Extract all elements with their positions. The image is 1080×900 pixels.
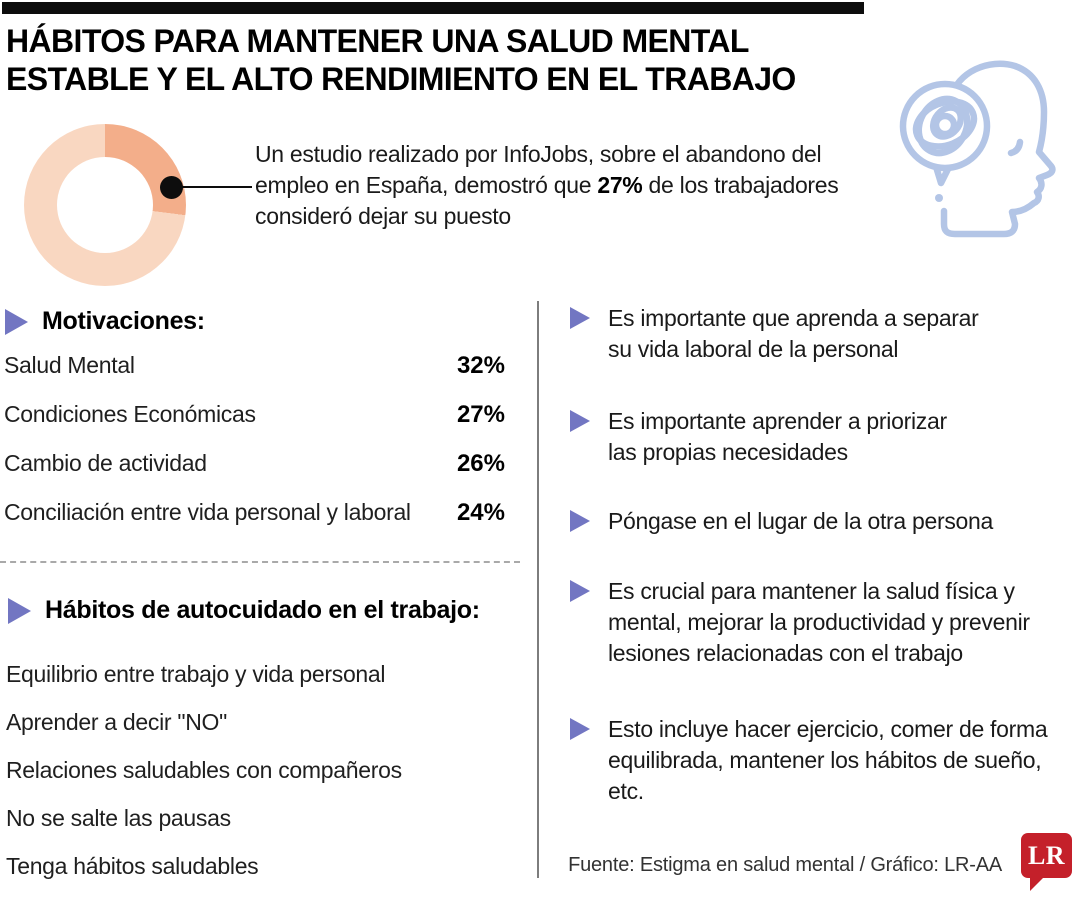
vertical-divider [537, 301, 539, 878]
habito-item: Equilibrio entre trabajo y vida personal [6, 661, 386, 687]
motivation-row: Condiciones Económicas 27% [4, 401, 505, 450]
habito-item: Tenga hábitos saludables [6, 853, 259, 879]
donut-callout-dot [160, 176, 183, 199]
dashed-divider [0, 561, 520, 563]
tangle-loop-2 [915, 95, 971, 157]
triangle-bullet-icon [570, 580, 590, 602]
motivaciones-heading: Motivaciones: [5, 307, 205, 336]
motivaciones-heading-label: Motivaciones: [42, 307, 205, 335]
motivation-value: 26% [456, 450, 505, 477]
triangle-bullet-icon [5, 308, 28, 335]
motivation-row: Conciliación entre vida personal y labor… [4, 499, 505, 548]
donut-callout-line [181, 186, 252, 188]
triangle-bullet-icon [570, 510, 590, 532]
tip-item: Es importante aprender a priorizar las p… [570, 406, 1070, 468]
tip-item: Póngase en el lugar de la otra persona [570, 506, 1070, 537]
page-title-line1: HÁBITOS PARA MANTENER UNA SALUD MENTAL [6, 23, 749, 59]
page-title: HÁBITOS PARA MANTENER UNA SALUD MENTAL E… [6, 22, 886, 98]
neck-dot [935, 194, 943, 202]
tip-item: Es importante que aprenda a separar su v… [570, 303, 1070, 365]
motivaciones-list: Salud Mental 32% Condiciones Económicas … [4, 352, 505, 548]
intro-text-before: Un estudio realizado por InfoJobs, sobre… [255, 141, 822, 198]
intro-highlight-percentage: 27% [597, 172, 643, 198]
page-title-line2: ESTABLE Y EL ALTO RENDIMIENTO EN EL TRAB… [6, 61, 796, 97]
intro-paragraph: Un estudio realizado por InfoJobs, sobre… [255, 139, 875, 232]
motivation-label: Conciliación entre vida personal y labor… [4, 499, 411, 525]
triangle-bullet-icon [8, 597, 31, 624]
triangle-bullet-icon [570, 410, 590, 432]
habito-item: Aprender a decir "NO" [6, 709, 227, 735]
motivation-row: Salud Mental 32% [4, 352, 505, 401]
tip-item: Es crucial para mantener la salud física… [570, 576, 1070, 669]
head-profile-outline [940, 60, 1056, 238]
head-with-tangled-thoughts-icon [899, 60, 1056, 238]
donut-chart [24, 124, 186, 286]
motivation-value: 27% [456, 401, 505, 428]
tip-text: Póngase en el lugar de la otra persona [608, 508, 993, 534]
eye-mark [1007, 138, 1024, 157]
habitos-heading-label: Hábitos de autocuidado en el trabajo: [45, 596, 480, 624]
habitos-heading: Hábitos de autocuidado en el trabajo: [8, 596, 480, 625]
tip-text: Es crucial para mantener la salud física… [608, 578, 1030, 666]
intro-text-after: de los trabajadores consideró dejar su p… [255, 172, 839, 229]
habito-item: No se salte las pausas [6, 805, 231, 831]
tip-text: Es importante aprender a priorizar las p… [608, 408, 947, 465]
tangle-loop-4 [932, 112, 958, 138]
motivation-row: Cambio de actividad 26% [4, 450, 505, 499]
triangle-bullet-icon [570, 307, 590, 329]
tip-item: Esto incluye hacer ejercicio, comer de f… [570, 714, 1070, 807]
motivation-label: Condiciones Económicas [4, 401, 256, 427]
top-black-bar [2, 2, 864, 14]
tip-text: Esto incluye hacer ejercicio, comer de f… [608, 716, 1048, 804]
habito-item: Relaciones saludables con compañeros [6, 757, 402, 783]
triangle-bullet-icon [570, 718, 590, 740]
motivation-value: 32% [456, 352, 505, 379]
motivation-label: Salud Mental [4, 352, 135, 378]
tip-text: Es importante que aprenda a separar su v… [608, 305, 979, 362]
source-credit: Fuente: Estigma en salud mental / Gráfic… [568, 854, 1002, 876]
motivation-label: Cambio de actividad [4, 450, 207, 476]
motivation-value: 24% [456, 499, 505, 526]
lr-logo: LR [1021, 833, 1072, 891]
habitos-list: Equilibrio entre trabajo y vida personal… [6, 650, 526, 890]
lr-logo-text: LR [1027, 840, 1066, 870]
